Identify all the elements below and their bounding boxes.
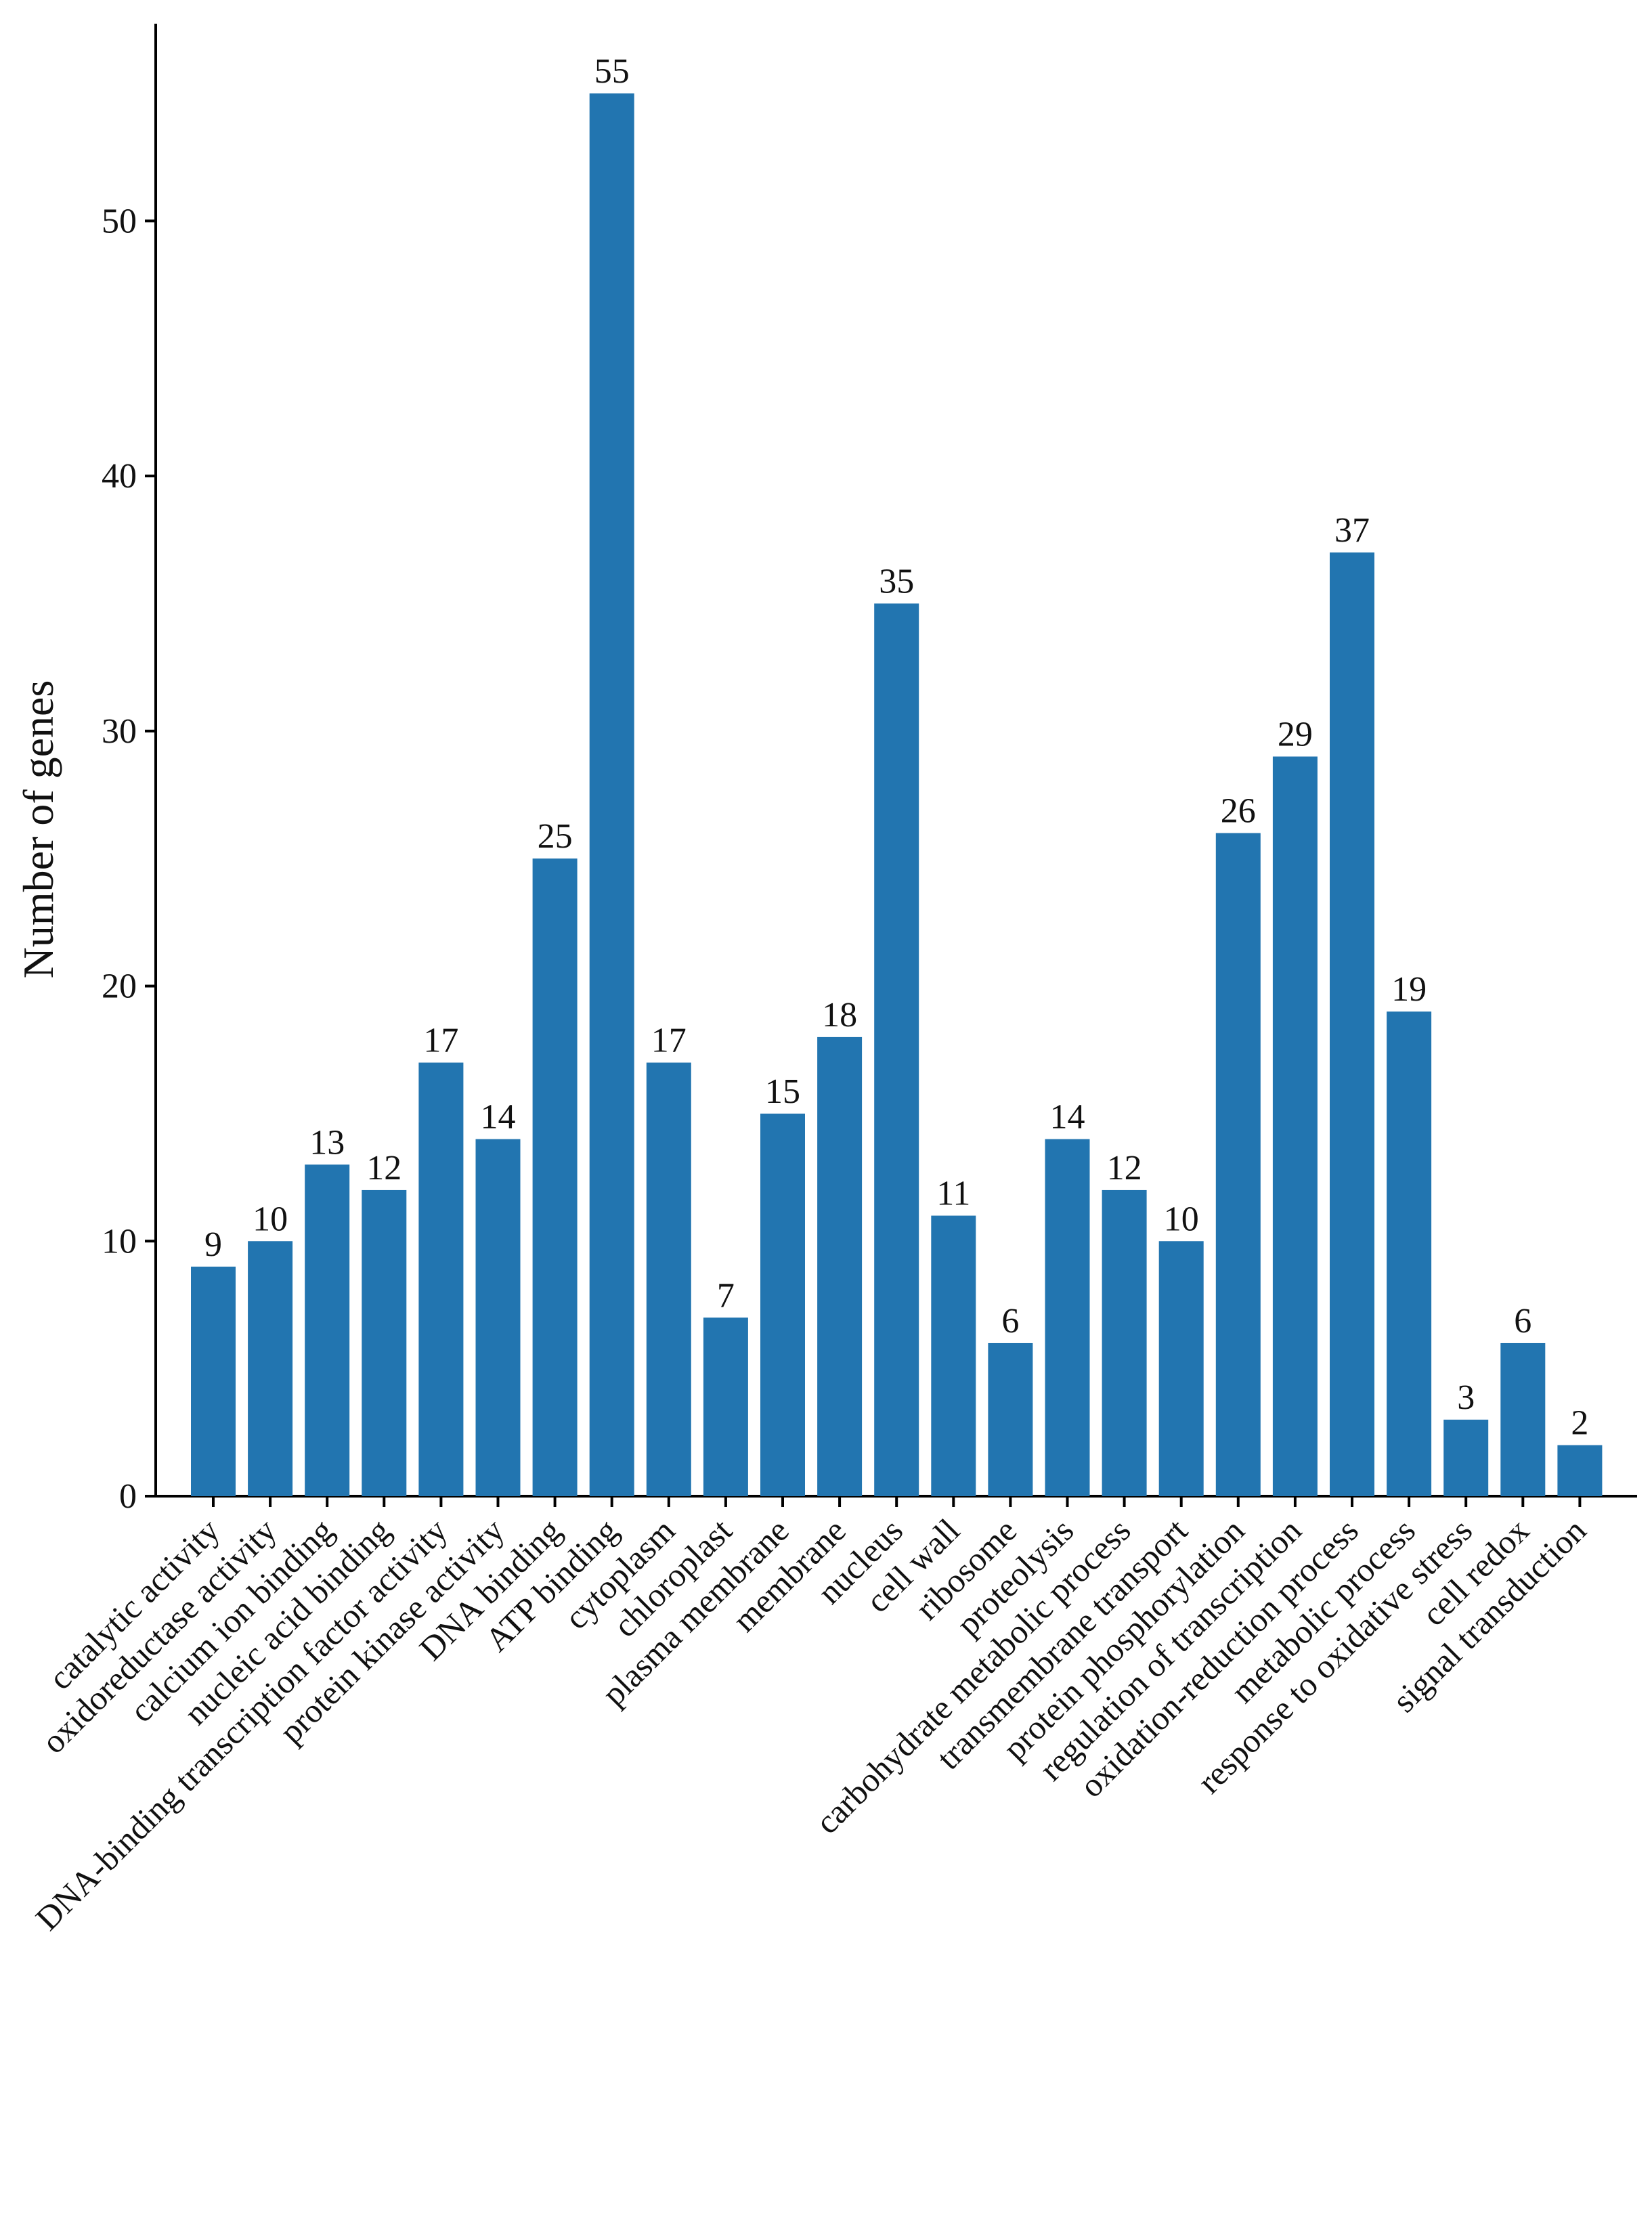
bar-value-label: 6 [1001,1302,1019,1340]
bar [988,1342,1033,1496]
y-ticks: 0 10 20 30 40 50 [102,202,156,1516]
bar-value-label: 7 [717,1276,735,1315]
bar [1215,833,1261,1496]
bar-value-label: 17 [423,1022,458,1060]
bar-value-label: 15 [765,1072,800,1111]
bar-value-label: 26 [1221,792,1256,831]
bar-value-label: 17 [651,1022,687,1060]
bar [760,1113,805,1496]
bar [1045,1139,1090,1496]
bar [874,603,919,1496]
bar [703,1317,748,1496]
bar [191,1266,236,1496]
y-tick-label: 40 [102,457,137,496]
bar [532,858,578,1496]
bar-value-label: 6 [1514,1302,1531,1340]
bar-value-label: 18 [822,996,857,1034]
bar-value-label: 11 [936,1175,970,1213]
bar [1500,1342,1546,1496]
bar [646,1062,691,1496]
bar [1102,1189,1147,1496]
bar [248,1241,293,1496]
bar [475,1139,521,1496]
bar [1443,1419,1489,1496]
bar-value-label: 10 [253,1200,288,1238]
bar [1557,1445,1603,1496]
bar [305,1164,350,1496]
bar-value-label: 25 [538,817,573,856]
bar [1330,552,1374,1496]
bar-value-label: 14 [481,1098,516,1137]
bar [589,93,634,1496]
bar [817,1036,863,1496]
bar-value-label: 9 [204,1225,222,1264]
bar-value-label: 12 [366,1149,401,1187]
bar-value-label: 19 [1391,970,1427,1009]
bar [1272,756,1318,1496]
y-axis-title: Number of genes [14,680,62,979]
y-tick-label: 10 [102,1222,137,1261]
y-tick-label: 20 [102,967,137,1006]
bar-value-label: 12 [1107,1149,1142,1187]
bar-value-label: 35 [879,562,914,600]
y-tick-label: 30 [102,712,137,751]
bar-value-label: 55 [594,52,630,91]
bar-value-label: 13 [309,1123,345,1162]
bar-value-label: 10 [1164,1200,1199,1238]
bar [362,1189,407,1496]
bars [191,93,1603,1496]
bar-value-label: 29 [1278,715,1313,753]
data-labels: 9101312171425551771518351161412102629371… [204,52,1588,1443]
bar [1387,1011,1432,1496]
bar [1158,1241,1204,1496]
bar-value-label: 2 [1571,1404,1588,1443]
y-tick-label: 0 [119,1477,137,1516]
bar [418,1062,464,1496]
bar-value-label: 37 [1334,511,1370,550]
y-tick-label: 50 [102,202,137,240]
bar-value-label: 14 [1050,1098,1085,1137]
bar-value-label: 3 [1457,1378,1475,1417]
bar [931,1215,976,1496]
